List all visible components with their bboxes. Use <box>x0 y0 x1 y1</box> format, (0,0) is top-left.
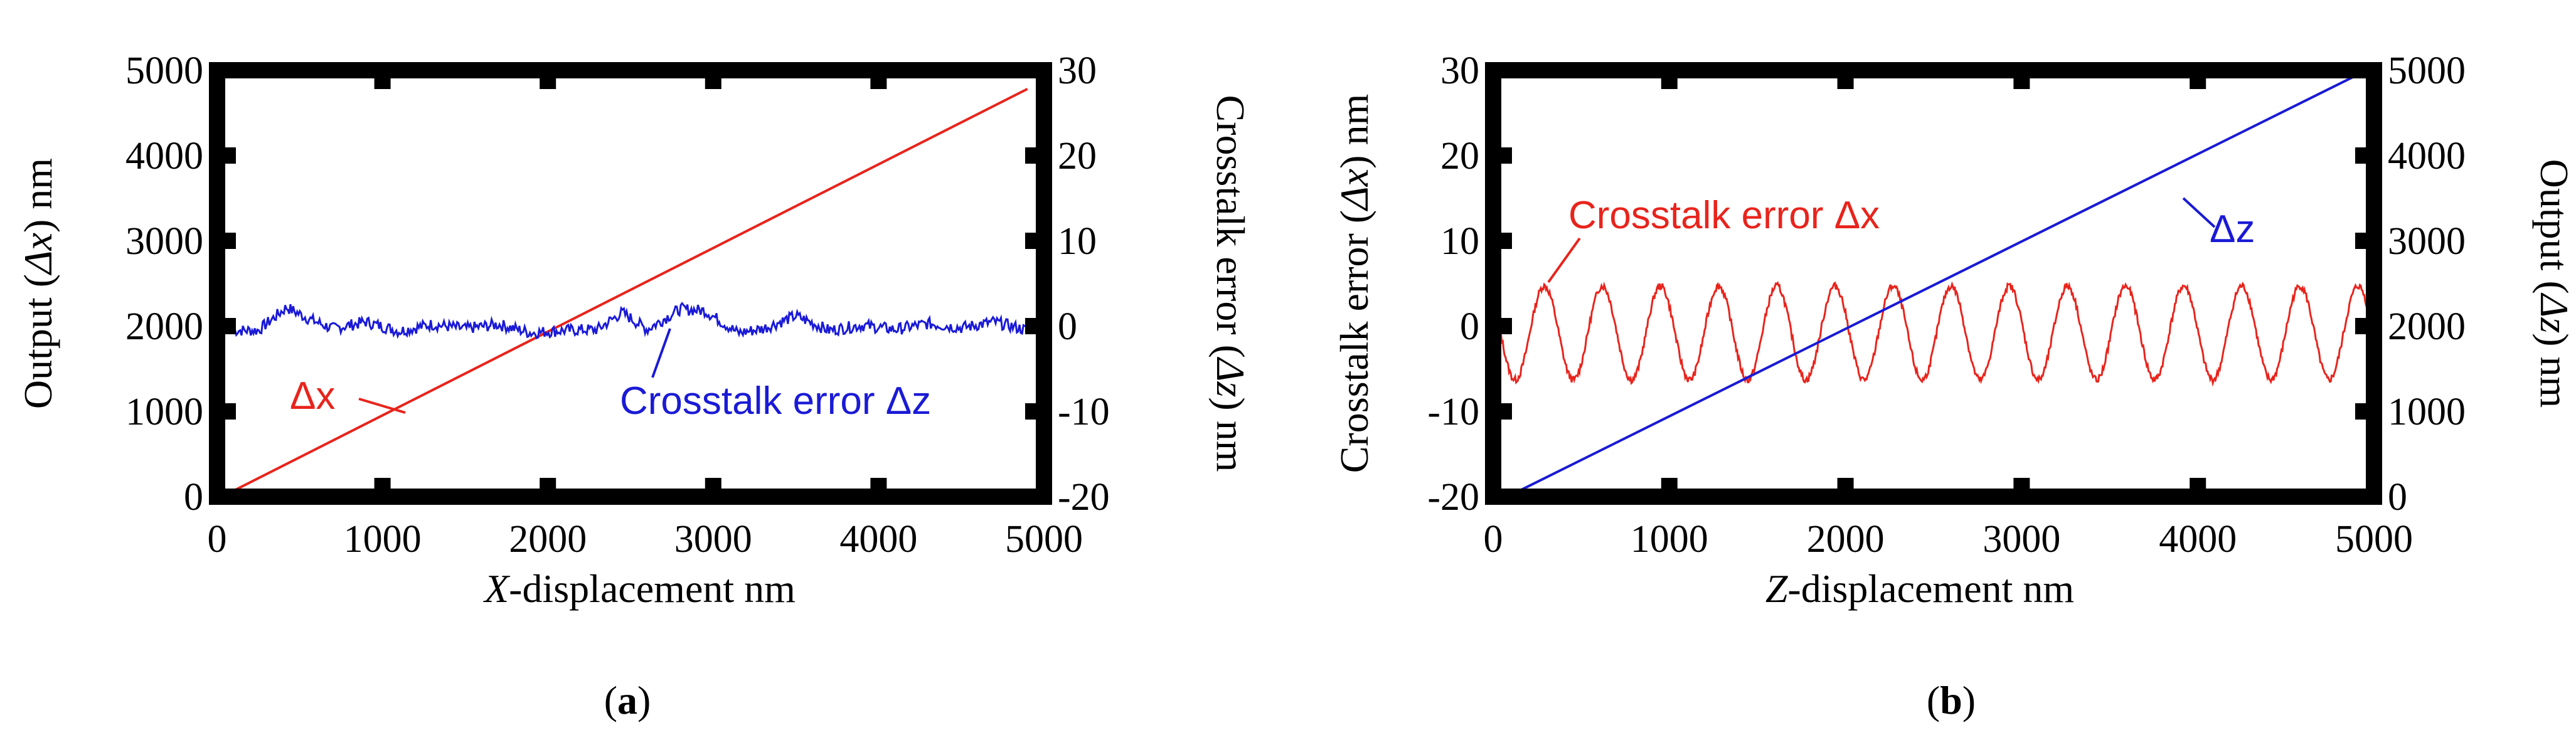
panel-b-ytick-right-label: 1000 <box>2388 391 2466 433</box>
panel-b-ylabel-left: Crosstalk error (Δx) nm <box>1332 94 1376 473</box>
panel-b-ytick-left-4 <box>1493 147 1512 164</box>
panel-b-chart: 0 1000 2000 3000 4000 5000 -20 -10 0 10 20 30 0 1000 2… <box>1332 50 2576 722</box>
panel-b-ytick-right-label: 3000 <box>2388 220 2466 263</box>
panel-a-xtick-bottom-4 <box>870 478 887 497</box>
panel-a-ytick-right-3 <box>1025 233 1044 249</box>
panel-b-xtick-bottom-3 <box>2013 478 2030 497</box>
panel-a-ytick-right-label: 10 <box>1058 220 1097 263</box>
panel-b-ytick-right-label: 0 <box>2388 476 2407 519</box>
panel-b-ytick-left-label: 10 <box>1440 220 1479 263</box>
panel-a-frame <box>209 62 1052 505</box>
panel-a-chart: 0 1000 2000 3000 4000 5000 0 1000 2000 3000 4000 50… <box>16 50 1253 722</box>
panel-b-xtick-bottom-4 <box>2190 478 2206 497</box>
panel-b-frame <box>1485 62 2382 505</box>
panel-b-ytick-left-label: 0 <box>1460 305 1479 348</box>
panel-a-series-1-line <box>233 88 1028 492</box>
panel-b-xtick-label: 0 <box>1484 518 1503 561</box>
panel-b-ytick-right-3 <box>2355 233 2374 249</box>
panel-b-ylabel-right: Output (Δz) nm <box>2532 159 2576 408</box>
panel-b-ytick-left-label: 30 <box>1440 50 1479 92</box>
panel-a-ytick-right-2 <box>1025 318 1044 334</box>
panel-a-ytick-left-label: 4000 <box>125 135 203 177</box>
panel-a-ylabel-left: Output (Δx) nm <box>16 158 60 409</box>
panel-b-xtick-label: 5000 <box>2335 518 2413 561</box>
panel-a-ylabel-right: Crosstalk error (Δz) nm <box>1208 95 1253 472</box>
panel-a-ytick-left-label: 5000 <box>125 50 203 92</box>
panel-b-ytick-right-4 <box>2355 147 2374 164</box>
panel-b-ytick-left-2 <box>1493 318 1512 334</box>
panel-a-xtick-top-3 <box>705 70 721 89</box>
panel-a-xtick-top-4 <box>870 70 887 89</box>
panel-b-marks <box>1497 74 2371 497</box>
panel-a-xtick-bottom-2 <box>540 478 556 497</box>
panel-a-ytick-right-label: 20 <box>1058 135 1097 177</box>
panel-a-xtick-label: 5000 <box>1005 518 1083 561</box>
panel-a-ytick-left-label: 0 <box>184 476 203 519</box>
panel-a-xtick-bottom-3 <box>705 478 721 497</box>
panel-a-ytick-left-1 <box>217 403 236 420</box>
panel-b-series-1-line <box>1497 281 2371 387</box>
panel-a-xlabel: X-displacement nm <box>482 566 796 611</box>
panel-b-xtick-top-3 <box>2013 70 2030 89</box>
panel-b-ytick-right-1 <box>2355 403 2374 420</box>
panel-b-xtick-label: 3000 <box>1983 518 2060 561</box>
panel-a-tick-labels: 0 1000 2000 3000 4000 5000 0 1000 2000 3000 4000 50… <box>125 50 1110 561</box>
panel-a-marks <box>233 88 1029 492</box>
panel-b-xtick-label: 4000 <box>2159 518 2237 561</box>
panel-b-ytick-left-label: 20 <box>1440 135 1479 177</box>
panel-a-ytick-right-label: 0 <box>1058 305 1077 348</box>
panel-a-xtick-bottom-1 <box>374 478 391 497</box>
panel-b-xtick-label: 2000 <box>1807 518 1885 561</box>
panel-a-dz-leader <box>651 328 671 378</box>
panel-a-label: (a) <box>604 678 651 722</box>
panel-b-xlabel: Z-displacement nm <box>1765 566 2074 611</box>
panel-a-annotation-dx: Δx <box>290 374 335 418</box>
panel-a-ytick-left-3 <box>217 233 236 249</box>
panel-a-ytick-left-2 <box>217 318 236 334</box>
panel-a-ytick-left-label: 3000 <box>125 220 203 263</box>
panel-b-ytick-left-1 <box>1493 403 1512 420</box>
panel-b-ytick-right-label: 2000 <box>2388 305 2466 348</box>
panel-a-ytick-right-label: -20 <box>1058 476 1110 519</box>
panel-a-xtick-label: 4000 <box>839 518 917 561</box>
panel-b-dz-leader <box>2182 197 2216 228</box>
panel-b-xtick-bottom-1 <box>1661 478 1678 497</box>
panel-b-dx-leader <box>1547 237 1581 283</box>
panel-b-ytick-left-3 <box>1493 233 1512 249</box>
panel-b-xtick-top-2 <box>1837 70 1854 89</box>
panel-a-ytick-left-label: 1000 <box>125 391 203 433</box>
panel-b-ytick-left-label: -20 <box>1427 476 1479 519</box>
panel-a-xtick-top-2 <box>540 70 556 89</box>
panel-b-series-2-line <box>1510 74 2357 497</box>
panel-a-xtick-label: 3000 <box>674 518 752 561</box>
panel-b-xtick-label: 1000 <box>1631 518 1708 561</box>
panel-b-xtick-top-1 <box>1661 70 1678 89</box>
panel-b-annotation-dz: Δz <box>2210 208 2255 251</box>
panel-a-xtick-label: 2000 <box>509 518 587 561</box>
panel-b-ytick-right-label: 5000 <box>2388 50 2466 92</box>
panel-b-ytick-right-2 <box>2355 318 2374 334</box>
panel-a-xtick-label: 0 <box>208 518 227 561</box>
panel-a-ticks <box>217 70 1044 497</box>
panel-a-ytick-right-label: -10 <box>1058 391 1110 433</box>
panel-b-xtick-bottom-2 <box>1837 478 1854 497</box>
panel-a-series-2-line <box>233 302 1029 340</box>
panel-a-ytick-right-1 <box>1025 403 1044 420</box>
panel-b-tick-labels: 0 1000 2000 3000 4000 5000 -20 -10 0 10 20 30 0 1000 2… <box>1427 50 2466 561</box>
panel-b-ytick-right-label: 4000 <box>2388 135 2466 177</box>
panel-a-ytick-left-label: 2000 <box>125 305 203 348</box>
panel-a-ytick-right-4 <box>1025 147 1044 164</box>
panel-b-label: (b) <box>1927 678 1976 722</box>
panel-b-annotation-dx: Crosstalk error Δx <box>1568 194 1880 237</box>
panel-a-ytick-right-label: 30 <box>1058 50 1097 92</box>
panel-a-dx-leader <box>358 398 406 414</box>
panel-a-xtick-top-1 <box>374 70 391 89</box>
panel-a-ytick-left-4 <box>217 147 236 164</box>
panel-a-xtick-label: 1000 <box>344 518 422 561</box>
panel-b-ytick-left-label: -10 <box>1427 391 1479 433</box>
panel-b-xtick-top-4 <box>2190 70 2206 89</box>
panel-b-ticks <box>1493 70 2374 497</box>
panel-a-annotation-dz: Crosstalk error Δz <box>620 379 931 423</box>
